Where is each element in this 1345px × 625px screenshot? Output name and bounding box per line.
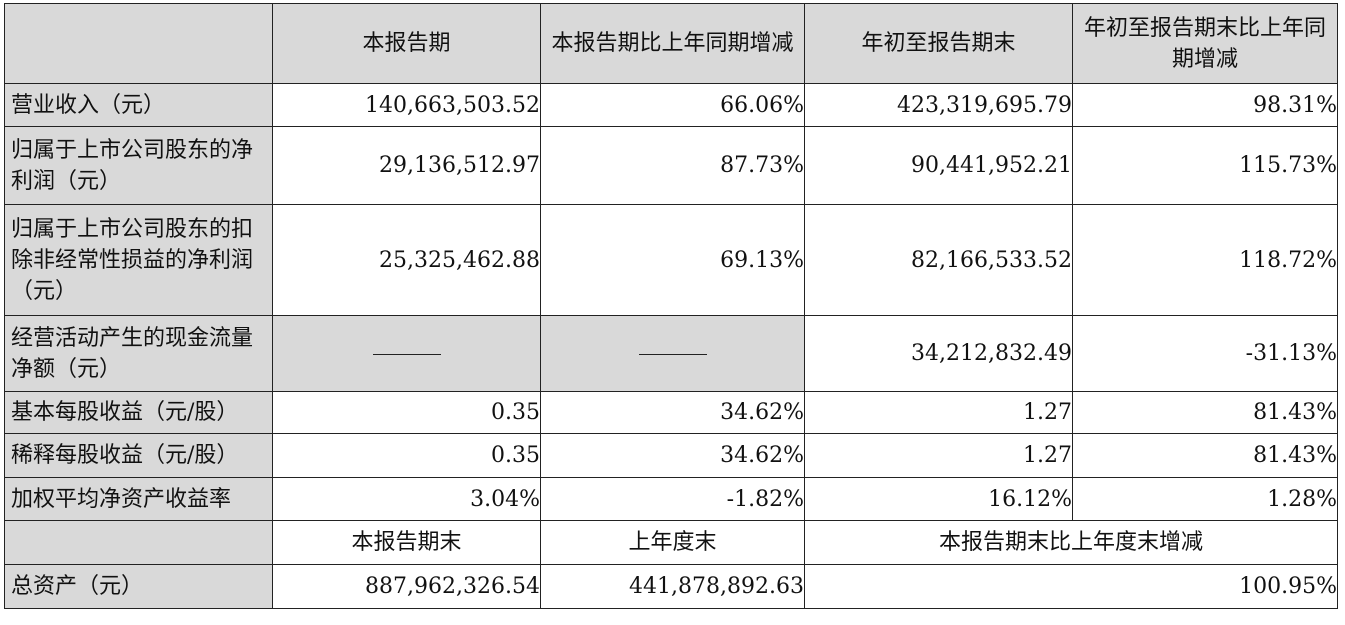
cell-ytd-yoy: 118.72% <box>1072 204 1338 316</box>
cell-current-period-yoy: 69.13% <box>540 204 805 316</box>
cell-prior-year-end: 441,878,892.63 <box>540 564 805 609</box>
row-label: 加权平均净资产收益率 <box>4 477 273 521</box>
cell-current-period-yoy: 34.62% <box>540 433 805 478</box>
row-label: 归属于上市公司股东的扣除非经常性损益的净利润（元） <box>4 204 273 316</box>
header-ytd-yoy: 年初至报告期末比上年同期增减 <box>1072 3 1338 84</box>
dash-mark <box>372 353 441 355</box>
row-label: 基本每股收益（元/股） <box>4 391 273 434</box>
header-current-period: 本报告期 <box>272 3 541 84</box>
cell-current-period: 29,136,512.97 <box>272 126 541 205</box>
cell-ytd: 1.27 <box>804 391 1073 434</box>
cell-ytd-yoy: 1.28% <box>1072 477 1338 521</box>
cell-current-period-yoy: -1.82% <box>540 477 805 521</box>
cell-ytd-yoy: 98.31% <box>1072 83 1338 127</box>
cell-ytd: 34,212,832.49 <box>804 315 1073 392</box>
cell-ytd: 90,441,952.21 <box>804 126 1073 205</box>
cell-current-period-yoy: 66.06% <box>540 83 805 127</box>
sub-header-prior-year-end: 上年度末 <box>540 520 805 565</box>
cell-current-period-yoy-empty <box>540 315 805 392</box>
cell-current-period: 3.04% <box>272 477 541 521</box>
cell-current-period: 140,663,503.52 <box>272 83 541 127</box>
cell-ytd: 1.27 <box>804 433 1073 478</box>
row-label: 营业收入（元） <box>4 83 273 127</box>
table-row: 总资产（元） 887,962,326.54 441,878,892.63 100… <box>4 564 1338 609</box>
cell-ytd: 82,166,533.52 <box>804 204 1073 316</box>
cell-ytd-yoy: -31.13% <box>1072 315 1338 392</box>
row-label: 总资产（元） <box>4 564 273 609</box>
sub-header-period-end: 本报告期末 <box>272 520 541 565</box>
row-label: 稀释每股收益（元/股） <box>4 433 273 478</box>
header-current-period-yoy: 本报告期比上年同期增减 <box>540 3 805 84</box>
cell-ytd-yoy: 115.73% <box>1072 126 1338 205</box>
row-label: 经营活动产生的现金流量净额（元） <box>4 315 273 392</box>
dash-mark <box>638 353 707 355</box>
cell-current-period-empty <box>272 315 541 392</box>
header-corner <box>4 3 273 84</box>
header-row: 本报告期 本报告期比上年同期增减 年初至报告期末 年初至报告期末比上年同期增减 <box>4 3 1338 84</box>
header-ytd: 年初至报告期末 <box>804 3 1073 84</box>
cell-current-period-yoy: 87.73% <box>540 126 805 205</box>
cell-change: 100.95% <box>804 564 1338 609</box>
table-row: 营业收入（元） 140,663,503.52 66.06% 423,319,69… <box>4 83 1338 127</box>
sub-header-change: 本报告期末比上年度末增减 <box>804 520 1338 565</box>
sub-header-corner <box>4 520 273 565</box>
table-row: 加权平均净资产收益率 3.04% -1.82% 16.12% 1.28% <box>4 477 1338 521</box>
table-row: 经营活动产生的现金流量净额（元） 34,212,832.49 -31.13% <box>4 315 1338 392</box>
cell-current-period: 0.35 <box>272 391 541 434</box>
table-row: 归属于上市公司股东的净利润（元） 29,136,512.97 87.73% 90… <box>4 126 1338 205</box>
row-label: 归属于上市公司股东的净利润（元） <box>4 126 273 205</box>
cell-period-end: 887,962,326.54 <box>272 564 541 609</box>
table-row: 基本每股收益（元/股） 0.35 34.62% 1.27 81.43% <box>4 391 1338 434</box>
cell-ytd: 16.12% <box>804 477 1073 521</box>
financial-summary-table: 本报告期 本报告期比上年同期增减 年初至报告期末 年初至报告期末比上年同期增减 … <box>4 3 1338 609</box>
cell-ytd-yoy: 81.43% <box>1072 433 1338 478</box>
cell-current-period: 0.35 <box>272 433 541 478</box>
table-row: 稀释每股收益（元/股） 0.35 34.62% 1.27 81.43% <box>4 433 1338 478</box>
cell-current-period-yoy: 34.62% <box>540 391 805 434</box>
sub-header-row: 本报告期末 上年度末 本报告期末比上年度末增减 <box>4 520 1338 565</box>
cell-ytd: 423,319,695.79 <box>804 83 1073 127</box>
cell-current-period: 25,325,462.88 <box>272 204 541 316</box>
table-row: 归属于上市公司股东的扣除非经常性损益的净利润（元） 25,325,462.88 … <box>4 204 1338 316</box>
cell-ytd-yoy: 81.43% <box>1072 391 1338 434</box>
